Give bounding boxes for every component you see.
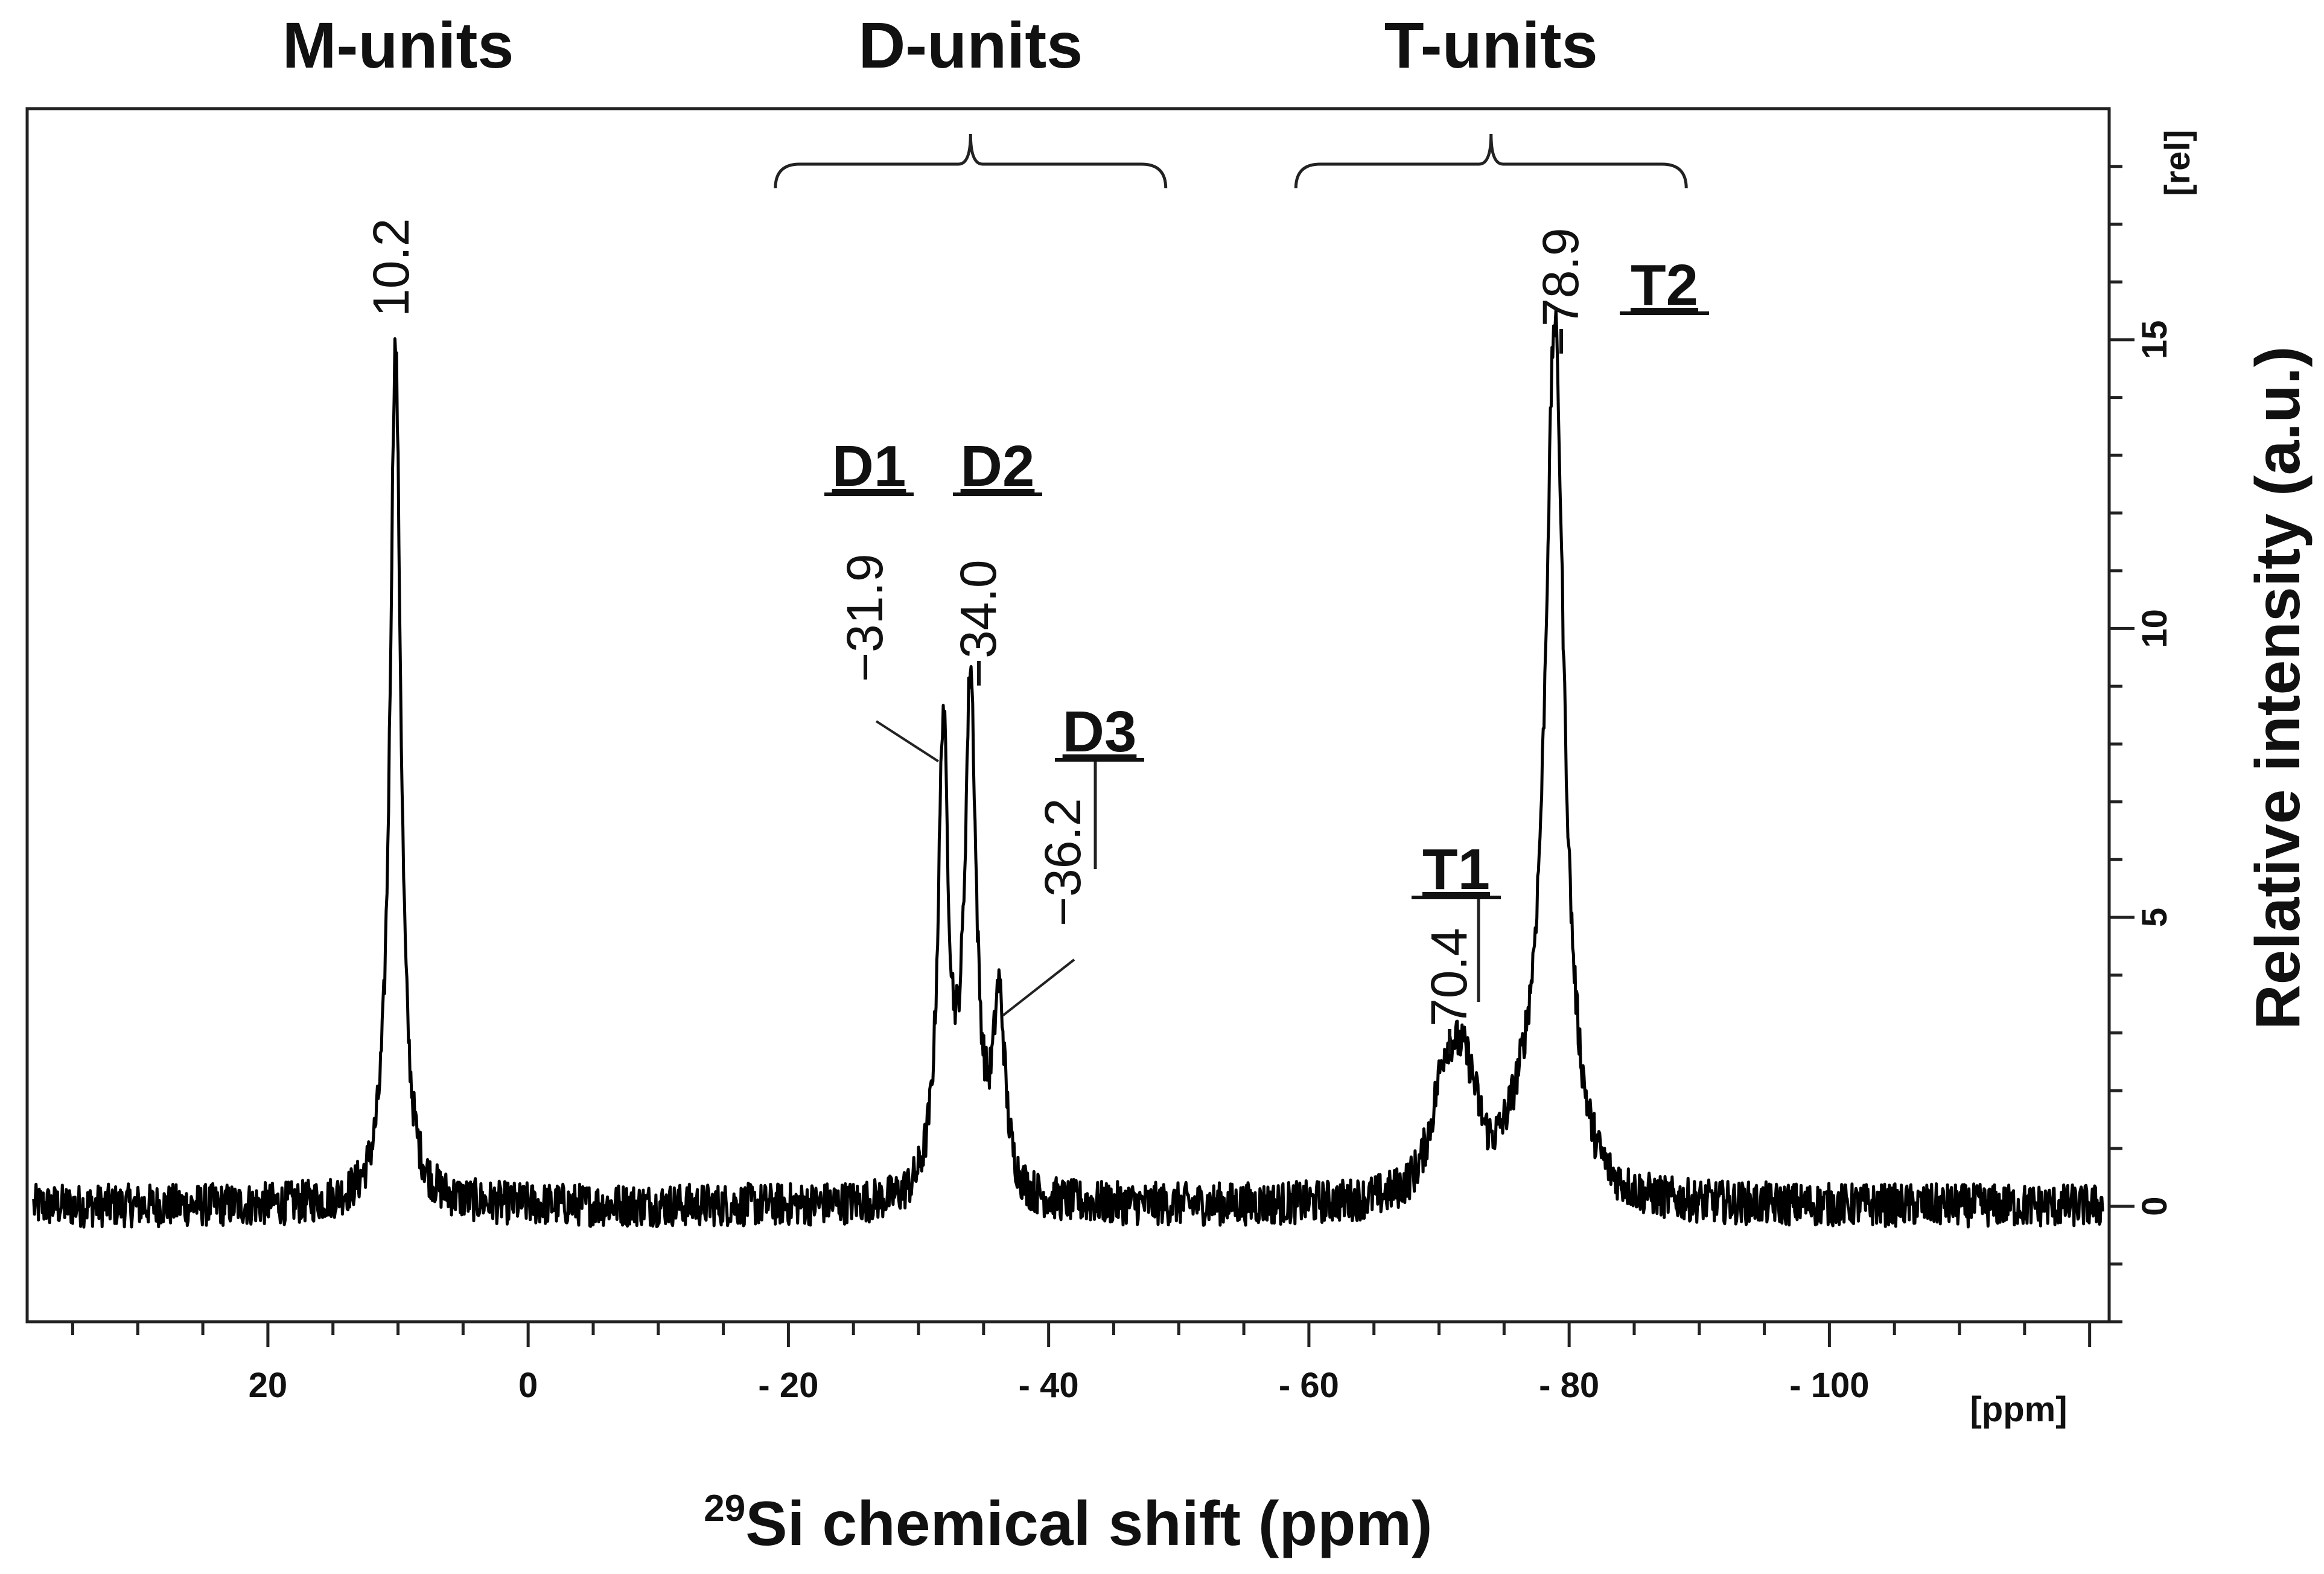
group-label: M-units — [282, 8, 514, 81]
x-tick-label: 20 — [249, 1366, 288, 1405]
y-axis-title: Relative intensity (a.u.) — [2243, 346, 2313, 1030]
peak-annotations: M-units D-units T-units 10.2 −31.9 −34.0 −36.2… — [282, 8, 1709, 1056]
peak-tag: D2 — [961, 434, 1035, 499]
leader-line — [1002, 958, 1075, 1017]
y-axis-ticks: 0 5 10 15 — [2109, 165, 2174, 1324]
y-tick-label: 5 — [2135, 908, 2174, 927]
peak-tag: D1 — [832, 434, 906, 499]
x-tick-label: - 60 — [1279, 1366, 1339, 1405]
group-label: D-units — [858, 8, 1083, 81]
plot-frame — [25, 107, 2111, 1324]
x-tick-label: 0 — [518, 1366, 538, 1405]
peak-value-label: −78.9 — [1532, 228, 1589, 356]
spectrum-line — [32, 308, 2104, 1229]
x-axis-title: 29Si chemical shift (ppm) — [704, 1488, 1432, 1559]
x-tick-label: - 80 — [1539, 1366, 1599, 1405]
y-tick-label: 0 — [2135, 1196, 2174, 1216]
leader-line — [875, 720, 940, 763]
peak-value-label: 10.2 — [363, 218, 419, 317]
peak-value-label: −31.9 — [836, 553, 893, 682]
x-axis-title-superscript: 29 — [704, 1488, 745, 1529]
x-unit-label: [ppm] — [1970, 1390, 2067, 1429]
peak-tag: T2 — [1631, 253, 1698, 317]
y-unit-label: [rel] — [2158, 130, 2197, 196]
x-axis-title-text: Si chemical shift (ppm) — [745, 1489, 1432, 1559]
x-tick-label: - 100 — [1789, 1366, 1869, 1405]
peak-value-label: −36.2 — [1034, 798, 1091, 926]
x-tick-label: - 20 — [758, 1366, 818, 1405]
peak-tag: T1 — [1422, 837, 1490, 902]
peak-value-label: −70.4 — [1421, 928, 1477, 1056]
group-label: T-units — [1384, 8, 1598, 81]
y-tick-label: 10 — [2135, 609, 2174, 648]
peak-tag: D3 — [1063, 699, 1137, 764]
group-bracket — [774, 133, 1168, 189]
x-tick-label: - 40 — [1019, 1366, 1079, 1405]
x-axis-ticks: 20 0 - 20 - 40 - 60 - 80 - 100 — [71, 1322, 2092, 1405]
peak-value-label: −34.0 — [950, 559, 1007, 688]
group-bracket — [1294, 133, 1688, 189]
y-tick-label: 15 — [2135, 320, 2174, 360]
